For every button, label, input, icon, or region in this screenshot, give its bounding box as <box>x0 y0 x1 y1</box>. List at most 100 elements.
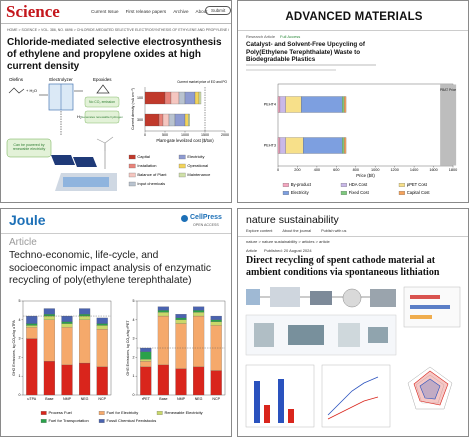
radar-shape <box>419 378 441 400</box>
article-title: Catalyst- and Solvent-Free Upcycling of … <box>246 41 365 64</box>
bar-segment <box>26 323 38 326</box>
bar-segment <box>79 315 91 320</box>
bar-segment <box>96 325 108 330</box>
highlight-box <box>84 96 120 108</box>
article-type: Research Article <box>246 34 276 39</box>
legend-label: Installation <box>137 163 156 168</box>
legend-swatch <box>178 172 186 178</box>
author-line <box>246 64 376 66</box>
x-tick-label: Base <box>159 397 167 401</box>
icon <box>370 289 396 307</box>
y-tick-label: 2 <box>19 355 21 359</box>
x-tick-label: 1500 <box>201 133 209 137</box>
icon <box>246 289 260 305</box>
bar-segment <box>140 366 152 396</box>
bar-segment <box>279 96 286 113</box>
x-tick-label: 500 <box>162 133 168 137</box>
divider <box>1 23 231 24</box>
journal-logo[interactable]: Joule <box>9 212 46 228</box>
bar-segment <box>43 315 55 320</box>
inset <box>321 364 391 428</box>
bar-segment <box>96 317 108 324</box>
legend-label: Fixed Cost <box>349 190 370 195</box>
legend-swatch <box>340 191 347 195</box>
bar-segment <box>157 310 169 313</box>
highlight-box <box>6 138 52 158</box>
nav-link[interactable]: Explore content <box>246 229 273 233</box>
label: H₂ <box>77 114 82 119</box>
submit-button[interactable]: Submit <box>205 6 231 15</box>
y-tick-label: 2 <box>133 355 135 359</box>
journal-logo[interactable]: nature sustainability <box>246 214 339 226</box>
bar-segment <box>79 319 91 364</box>
bar-segment <box>61 327 73 366</box>
figure <box>245 286 461 428</box>
nav-link[interactable]: Publish with us <box>321 229 347 233</box>
x-tick-label: 1000 <box>371 168 379 172</box>
x-tick-label: 0 <box>277 168 279 172</box>
nav-link[interactable]: Current Issue <box>91 9 119 14</box>
bar-segment <box>175 368 187 396</box>
nav-link[interactable]: First release papers <box>125 9 167 14</box>
label: Electrolyzer <box>49 77 73 82</box>
x-tick-label: NCP <box>98 397 106 401</box>
y-tick-label: 0 <box>19 393 21 397</box>
bar-segment <box>96 323 108 326</box>
label: Olefins <box>9 77 24 82</box>
legend-label: Operational <box>187 163 208 168</box>
bar-segment <box>175 323 187 369</box>
ghg-charts: 0 1 2 3 4 5 GHG Emissions, kg CO₂e/kg uTPA uTPA… <box>12 299 226 423</box>
x-tick-label: NEG <box>195 397 203 401</box>
nav-link[interactable]: About the journal <box>282 229 312 233</box>
legend-label: Electricity <box>187 154 204 159</box>
article-title: Chloride-mediated selective electrosynth… <box>7 37 222 72</box>
legend-label: Electricity <box>291 190 310 195</box>
breadcrumb: HOME > SCIENCE > VOL. 386, NO. 6696 > CH… <box>7 28 229 32</box>
legend-swatch <box>156 411 163 415</box>
publisher: CellPress <box>190 214 222 221</box>
x-tick-label: 800 <box>353 168 359 172</box>
bar-segment <box>188 113 190 127</box>
bar-segment <box>140 359 152 362</box>
legend-label: Fuel for Electricity <box>106 410 138 415</box>
nav-link[interactable]: Archive <box>173 9 189 14</box>
x-tick-label: 1800 <box>449 168 457 172</box>
legend-label: By-product <box>291 182 312 187</box>
legend-label: Maintenance <box>187 172 211 177</box>
date-line <box>246 69 336 71</box>
bar-segment <box>79 362 91 396</box>
bar-segment <box>175 317 187 320</box>
legend-swatch <box>128 154 136 160</box>
legend-swatch <box>98 411 105 415</box>
article-title: Direct recycling of spent cathode materi… <box>246 255 440 278</box>
graphical-abstract: Olefins + H₂O Electrolyzer Epoxides No C… <box>6 77 229 191</box>
bar-segment <box>193 306 205 311</box>
bar-segment <box>277 137 281 154</box>
bar-segment <box>198 91 202 105</box>
bar-segment <box>210 315 222 320</box>
y-tick-label: 3 <box>133 337 135 341</box>
icon <box>270 287 300 307</box>
bar-segment <box>193 310 205 313</box>
legend-label: pPET Cost <box>407 182 428 187</box>
nature-panel: nature sustainability Explore content Ab… <box>237 208 469 437</box>
bar-segment <box>157 364 169 396</box>
bar-segment <box>210 370 222 396</box>
bar-segment <box>157 315 169 366</box>
legend-swatch <box>178 163 186 169</box>
x-tick-label: 1600 <box>429 168 437 172</box>
bar-segment <box>277 96 281 113</box>
nav-link[interactable]: About <box>195 9 208 14</box>
water <box>63 177 109 187</box>
legend-swatch <box>128 163 136 169</box>
cellpress-icon <box>181 215 188 222</box>
plot-frame <box>277 83 454 167</box>
y-tick-label: 5 <box>19 299 21 303</box>
journal-logo[interactable]: Science <box>6 2 60 21</box>
cost-chart: 0 200 400 600 800 1000 1200 1400 1600 1800 Price (… <box>264 83 457 195</box>
journal-logo[interactable]: ADVANCED MATERIALS <box>285 11 423 23</box>
x-tick-label: 1400 <box>410 168 418 172</box>
icon <box>254 323 274 347</box>
icon <box>288 325 324 345</box>
